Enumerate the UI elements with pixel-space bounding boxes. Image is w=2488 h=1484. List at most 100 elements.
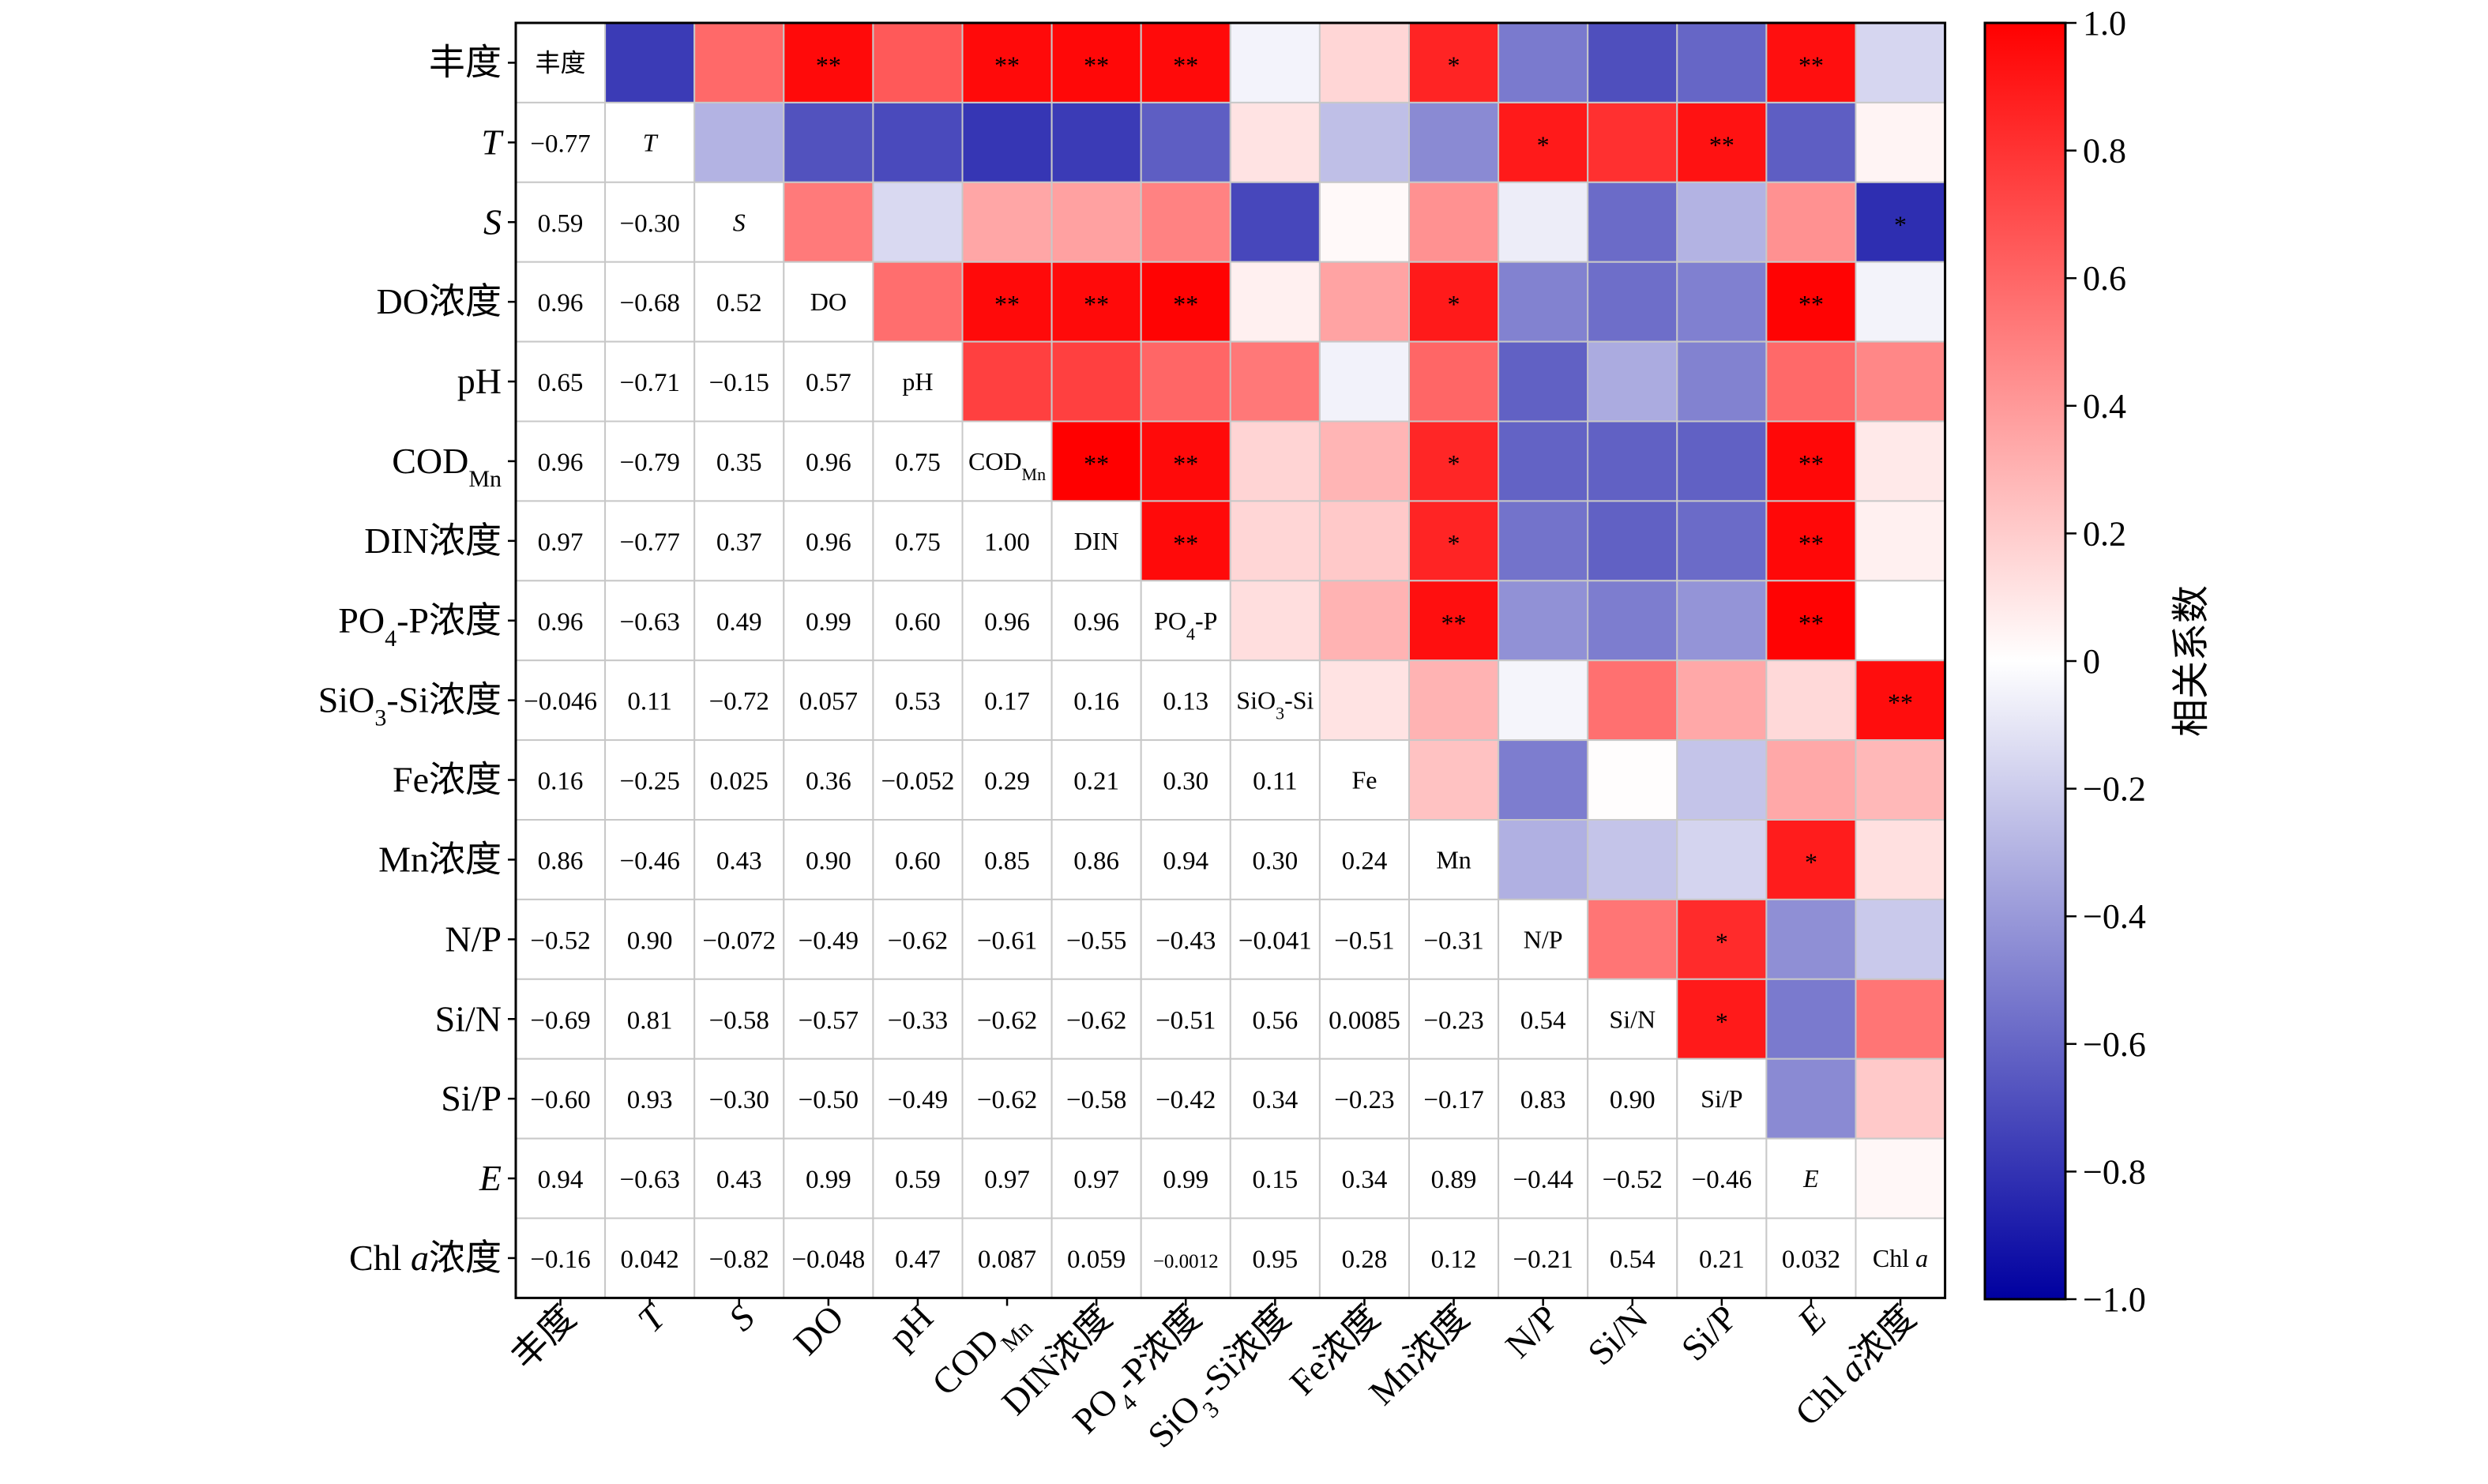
heatmap-cell xyxy=(872,22,964,103)
heatmap-cell xyxy=(872,181,964,263)
cell-value: 0.97 xyxy=(538,528,584,557)
cell-value: 0.49 xyxy=(716,608,762,637)
cell-value: 0.59 xyxy=(538,209,584,238)
cell-value: −0.51 xyxy=(1334,926,1394,955)
heatmap-cell xyxy=(1498,819,1589,900)
heatmap-cell xyxy=(872,261,964,343)
colorbar-tick-label: 0.2 xyxy=(2083,514,2126,553)
cell-value: 0.94 xyxy=(1163,847,1208,875)
significance-mark: * xyxy=(1448,449,1460,478)
row-label: Mn浓度 xyxy=(378,839,502,879)
heatmap-cell xyxy=(1318,101,1411,183)
diagonal-label: N/P xyxy=(1524,925,1563,953)
heatmap-cell xyxy=(1318,181,1411,263)
heatmap-cell xyxy=(1676,659,1768,742)
heatmap-cell xyxy=(783,181,874,263)
heatmap-cell xyxy=(1498,22,1589,103)
significance-mark: ** xyxy=(1084,51,1109,79)
heatmap-cell xyxy=(961,22,1053,103)
column-label: Si/N xyxy=(1580,1297,1656,1373)
significance-mark: ** xyxy=(1798,449,1824,478)
heatmap-cell xyxy=(1318,739,1411,821)
heatmap-cell xyxy=(1587,739,1678,821)
significance-mark: * xyxy=(1805,847,1817,876)
heatmap-cell xyxy=(783,978,874,1060)
heatmap-cell xyxy=(1498,1217,1589,1299)
heatmap-cell xyxy=(872,978,964,1060)
heatmap-cell xyxy=(872,898,964,980)
cell-value: −0.72 xyxy=(709,688,769,716)
column-label: E xyxy=(1789,1297,1834,1342)
cell-value: 0.032 xyxy=(1782,1245,1840,1274)
heatmap-cell xyxy=(1676,1058,1768,1140)
heatmap-cell xyxy=(1676,739,1768,821)
heatmap-cell xyxy=(961,580,1053,662)
significance-mark: ** xyxy=(1173,529,1198,558)
heatmap-cell xyxy=(783,1137,874,1219)
heatmap-cell xyxy=(783,819,874,900)
cell-value: −0.072 xyxy=(702,926,776,955)
cell-value: 0.59 xyxy=(895,1166,941,1194)
column-label: S xyxy=(720,1297,761,1338)
heatmap-cell xyxy=(693,739,785,821)
cell-value: −0.61 xyxy=(977,926,1037,955)
cell-value: −0.0012 xyxy=(1153,1251,1219,1272)
heatmap-cell xyxy=(1050,978,1142,1060)
cell-value: −0.51 xyxy=(1156,1006,1216,1035)
cell-value: 0.21 xyxy=(1699,1245,1745,1274)
cell-value: 0.81 xyxy=(627,1006,673,1035)
cell-value: −0.58 xyxy=(1066,1086,1126,1114)
heatmap-cell xyxy=(1318,500,1411,582)
heatmap-cell xyxy=(1855,101,1946,183)
cell-value: −0.62 xyxy=(888,926,948,955)
cell-value: 0.90 xyxy=(806,847,851,875)
column-label: N/P xyxy=(1498,1297,1566,1366)
heatmap-cell xyxy=(1855,978,1946,1060)
heatmap-cell xyxy=(1676,500,1768,582)
heatmap-cell xyxy=(961,819,1053,900)
heatmap-cell xyxy=(1140,420,1231,502)
heatmap-cell xyxy=(1140,340,1231,423)
cell-value: 0.57 xyxy=(806,369,851,397)
heatmap-cell xyxy=(961,181,1053,263)
cell-value: −0.25 xyxy=(619,768,679,796)
heatmap-cell xyxy=(872,420,964,502)
heatmap-cell xyxy=(961,101,1053,183)
cell-value: −0.42 xyxy=(1156,1086,1216,1114)
cell-value: 0.21 xyxy=(1073,768,1119,796)
cell-value: 0.96 xyxy=(538,608,584,637)
heatmap-cell xyxy=(1140,739,1231,821)
cell-value: −0.62 xyxy=(977,1086,1037,1114)
cell-value: 0.54 xyxy=(1520,1006,1566,1035)
heatmap-cell xyxy=(1140,1137,1231,1219)
cell-value: 0.53 xyxy=(895,688,941,716)
heatmap-cell xyxy=(1408,420,1500,502)
heatmap-cell xyxy=(1140,500,1231,582)
row-label: SiO3-Si浓度 xyxy=(318,680,502,731)
heatmap-cell xyxy=(1229,22,1321,103)
cell-value: 0.16 xyxy=(1073,688,1119,716)
heatmap-cell xyxy=(1765,340,1857,423)
cell-value: 0.86 xyxy=(538,847,584,875)
heatmap-cell xyxy=(1587,580,1678,662)
heatmap-cell xyxy=(961,340,1053,423)
heatmap-cell xyxy=(1050,420,1142,502)
diagonal-label: E xyxy=(1802,1164,1819,1193)
heatmap-cell xyxy=(1408,101,1500,183)
cell-value: 0.11 xyxy=(627,688,672,716)
heatmap-cell xyxy=(1229,1217,1321,1299)
heatmap-cell xyxy=(1050,659,1142,742)
cell-value: 0.30 xyxy=(1252,847,1298,875)
cell-value: −0.68 xyxy=(619,289,679,317)
heatmap-cell xyxy=(872,1137,964,1219)
heatmap-cell xyxy=(1229,261,1321,343)
heatmap-cell xyxy=(1050,739,1142,821)
cell-value: −0.23 xyxy=(1334,1086,1394,1114)
heatmap-cell xyxy=(1765,580,1857,662)
cell-value: 0.96 xyxy=(538,449,584,477)
heatmap-cell xyxy=(515,580,607,662)
colorbar-tick-label: −0.6 xyxy=(2083,1025,2146,1064)
row-label: 丰度 xyxy=(429,42,502,82)
column-label: T xyxy=(630,1295,675,1340)
column-label: Mn浓度 xyxy=(1361,1297,1476,1412)
